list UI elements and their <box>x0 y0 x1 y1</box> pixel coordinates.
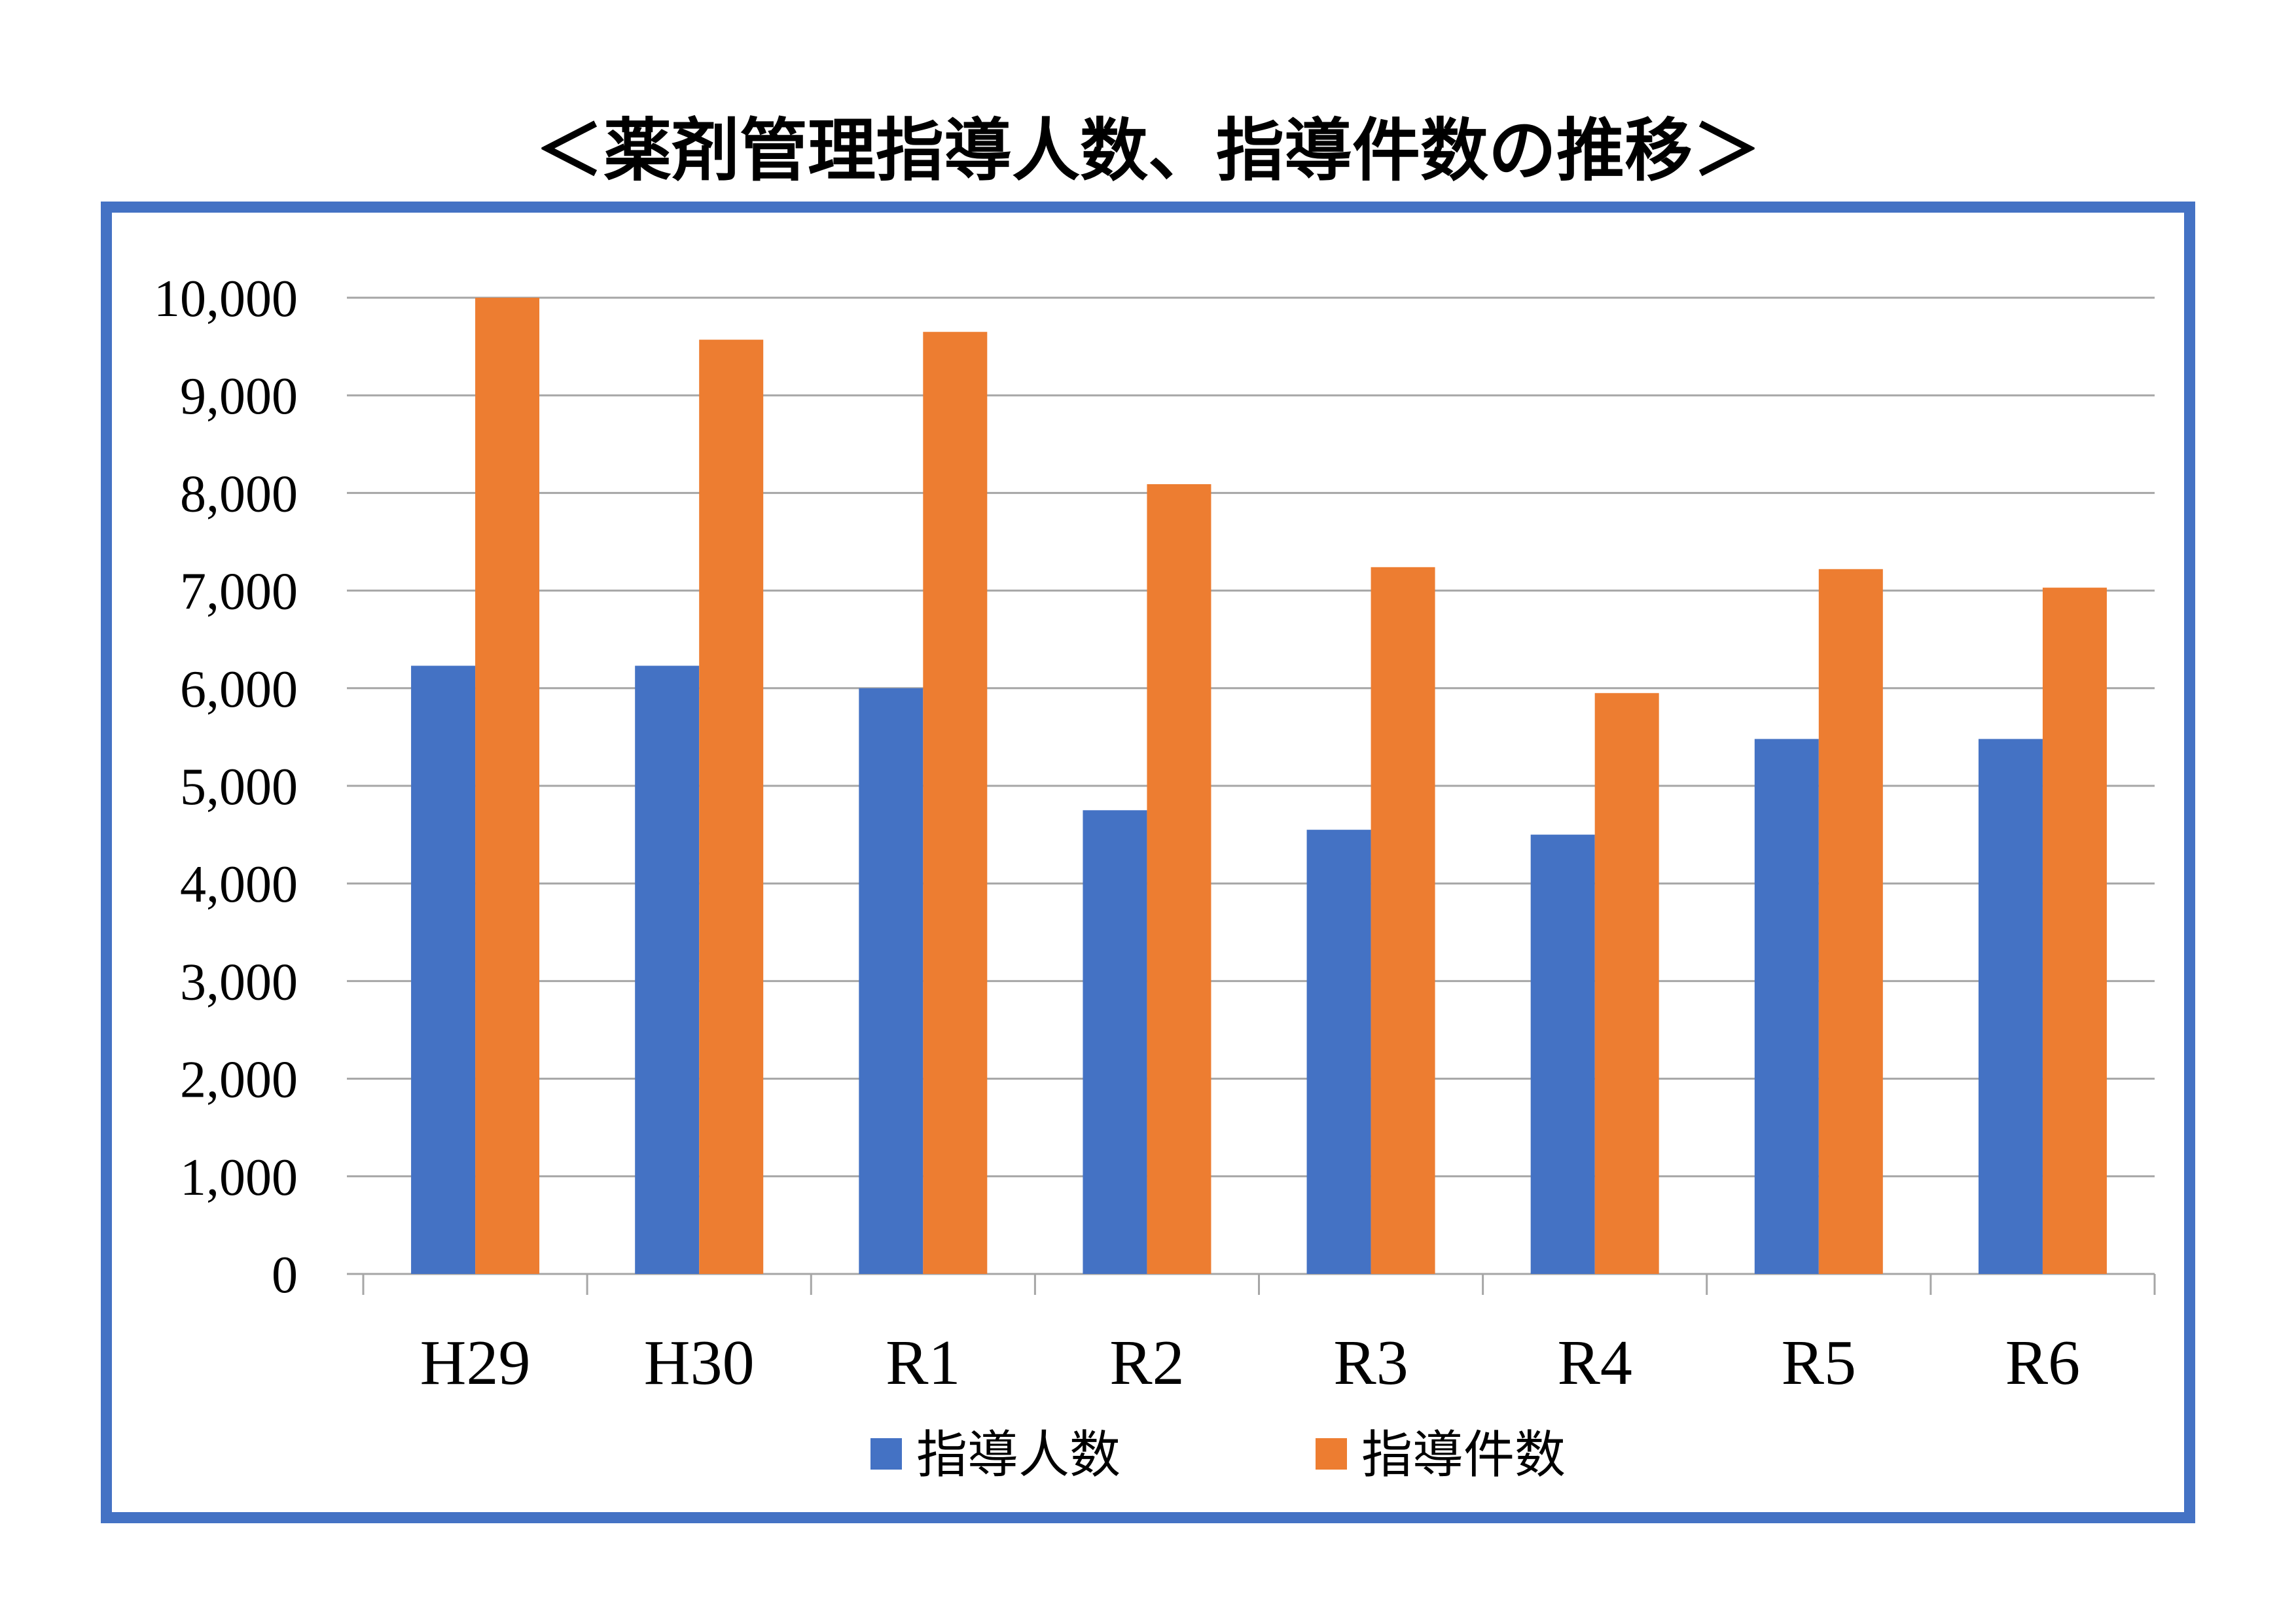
bar-series1 <box>1306 830 1371 1274</box>
bar-series1 <box>1083 810 1147 1274</box>
legend-label: 指導件数 <box>1361 1426 1566 1485</box>
bar-series1 <box>1754 739 1819 1274</box>
y-tick-label: 1,000 <box>180 1149 298 1207</box>
y-tick-label: 3,000 <box>180 953 298 1011</box>
bar-series1 <box>1530 834 1595 1274</box>
x-tick-label: R1 <box>886 1328 960 1398</box>
bar-series2 <box>699 340 764 1274</box>
legend-swatch <box>1316 1438 1347 1470</box>
bar-series2 <box>1818 569 1883 1274</box>
y-tick-label: 6,000 <box>180 661 298 718</box>
y-tick-label: 2,000 <box>180 1051 298 1109</box>
x-tick-label: R5 <box>1782 1328 1856 1398</box>
x-tick-label: H30 <box>644 1328 755 1398</box>
y-tick-label: 7,000 <box>180 563 298 621</box>
legend-label: 指導人数 <box>916 1426 1121 1485</box>
y-tick-label: 5,000 <box>180 758 298 816</box>
y-tick-label: 0 <box>272 1246 298 1304</box>
x-tick-label: R4 <box>1558 1328 1632 1398</box>
bar-series1 <box>411 665 476 1274</box>
legend-swatch <box>870 1438 902 1470</box>
bar-series1 <box>1978 739 2043 1274</box>
y-tick-label: 4,000 <box>180 856 298 913</box>
x-tick-label: R2 <box>1109 1328 1184 1398</box>
bar-series2 <box>1594 693 1659 1274</box>
bar-series2 <box>1147 484 1211 1275</box>
bar-series1 <box>635 665 700 1274</box>
bar-series2 <box>475 298 540 1274</box>
bar-series2 <box>1371 567 1435 1274</box>
x-tick-label: R3 <box>1333 1328 1408 1398</box>
bar-series1 <box>859 688 924 1274</box>
x-tick-label: H29 <box>420 1328 531 1398</box>
y-tick-label: 8,000 <box>180 465 298 523</box>
chart-title: ＜薬剤管理指導人数、指導件数の推移＞ <box>535 111 1761 190</box>
y-tick-label: 9,000 <box>180 368 298 425</box>
x-tick-label: R6 <box>2005 1328 2080 1398</box>
bar-series2 <box>2042 588 2107 1274</box>
bar-series2 <box>923 332 988 1275</box>
y-tick-label: 10,000 <box>154 270 298 328</box>
